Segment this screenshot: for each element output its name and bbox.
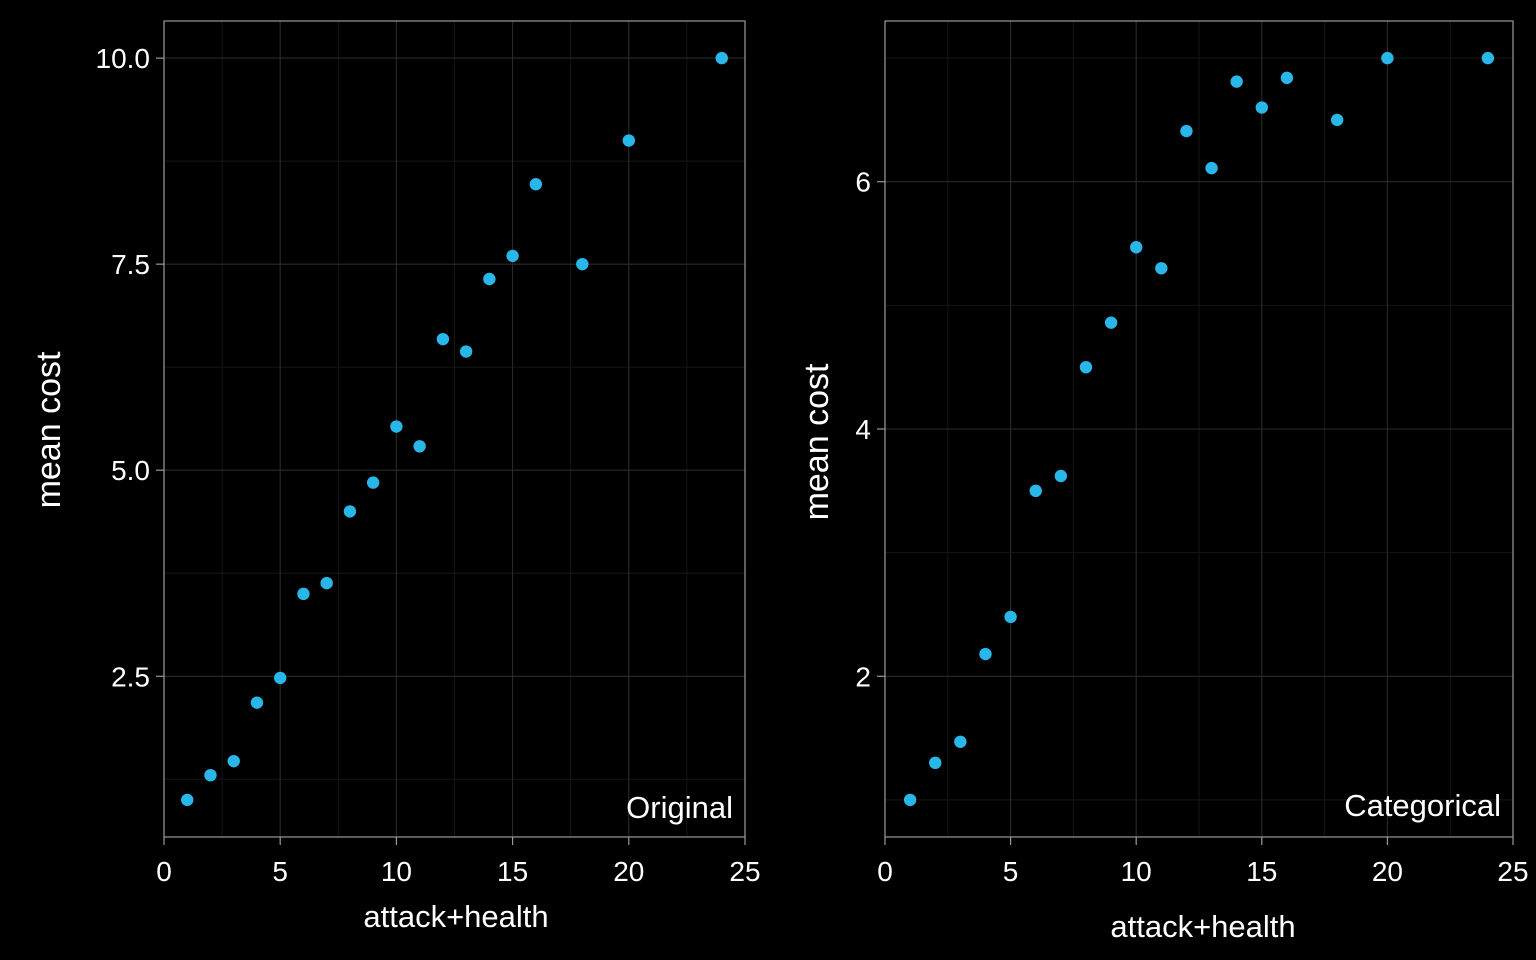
data-point-categorical [1054, 469, 1068, 483]
data-point-categorical [1205, 161, 1218, 175]
data-point-categorical [954, 735, 967, 748]
data-point-categorical [1381, 51, 1394, 65]
y-tick-label: 4 [855, 414, 871, 445]
x-tick-label: 15 [1246, 856, 1277, 887]
x-axis-title-categorical: attack+health [1110, 909, 1295, 944]
x-tick-label: 25 [1497, 856, 1528, 887]
points-categorical [903, 51, 1495, 807]
data-point-categorical [1330, 113, 1344, 127]
data-point-original [529, 178, 543, 191]
data-point-original [622, 134, 635, 147]
ticks-categorical: 0 5 10 15 20 25 2 4 6 [855, 167, 1528, 887]
y-tick-label: 5.0 [111, 455, 150, 486]
annotation-categorical: Categorical [1344, 788, 1501, 823]
data-point-original [320, 576, 333, 590]
data-point-categorical [1004, 610, 1017, 624]
data-point-categorical [1029, 484, 1042, 498]
y-tick-label: 2 [855, 661, 871, 692]
data-point-original [343, 505, 357, 518]
y-axis-title-original: mean cost [30, 351, 68, 508]
data-point-categorical [1079, 360, 1093, 374]
y-tick-label: 7.5 [111, 249, 150, 280]
x-tick-label: 20 [613, 856, 644, 887]
x-tick-label: 0 [156, 856, 172, 887]
x-tick-label: 0 [877, 856, 893, 887]
x-tick-label: 5 [1003, 856, 1019, 887]
data-point-original [250, 696, 264, 709]
panel-border-original [163, 20, 746, 838]
ticks-original: 0 5 10 15 20 25 2.5 5.0 7.5 10.0 [96, 43, 761, 887]
y-tick-label: 6 [855, 167, 871, 198]
data-point-original [366, 476, 380, 489]
data-point-categorical [1180, 124, 1193, 138]
data-point-original [576, 257, 589, 271]
data-point-categorical [1255, 101, 1269, 114]
data-point-original [436, 332, 450, 346]
data-point-original [715, 51, 728, 65]
grid-categorical [884, 21, 1514, 837]
data-point-categorical [1280, 71, 1294, 85]
x-axis-title-original: attack+health [363, 899, 548, 934]
annotation-original: Original [626, 790, 733, 825]
data-point-original [413, 440, 426, 453]
data-point-original [297, 587, 310, 601]
x-tick-label: 10 [381, 856, 412, 887]
data-point-original [390, 420, 403, 433]
data-point-categorical [1481, 51, 1495, 65]
data-point-categorical [1104, 316, 1118, 329]
data-point-original [204, 768, 217, 782]
points-original [181, 51, 728, 807]
data-point-original [506, 249, 519, 263]
x-tick-label: 15 [497, 856, 528, 887]
data-point-original [459, 345, 473, 358]
y-tick-label: 10.0 [96, 43, 151, 74]
data-point-categorical [1155, 262, 1168, 275]
x-tick-label: 5 [272, 856, 288, 887]
data-point-original [181, 793, 194, 807]
data-point-original [227, 754, 240, 768]
x-tick-label: 10 [1121, 856, 1152, 887]
panel-original: 0 5 10 15 20 25 2.5 5.0 7.5 10.0 Original attack+… [30, 20, 761, 934]
data-point-original [483, 272, 496, 286]
grid-original [163, 21, 746, 837]
data-point-categorical [1230, 75, 1243, 88]
data-point-original [274, 671, 287, 685]
x-tick-label: 25 [729, 856, 760, 887]
y-axis-title-categorical: mean cost [798, 363, 836, 520]
data-point-categorical [929, 756, 942, 770]
y-tick-label: 2.5 [111, 661, 150, 692]
data-point-categorical [903, 793, 917, 807]
data-point-categorical [979, 647, 992, 661]
x-tick-label: 20 [1372, 856, 1403, 887]
data-point-categorical [1130, 241, 1143, 254]
